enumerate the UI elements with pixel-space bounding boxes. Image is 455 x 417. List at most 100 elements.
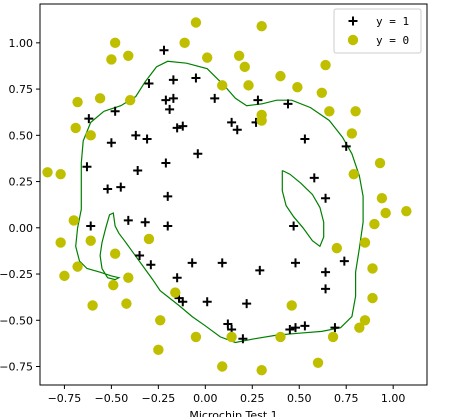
y-tick-label: 0.00: [9, 222, 34, 235]
point-y1: [217, 258, 227, 268]
y-tick-label: 0.50: [9, 129, 34, 142]
point-y0: [85, 235, 96, 246]
point-y0: [68, 215, 80, 226]
point-y0: [374, 157, 386, 169]
x-tick-label: −0.75: [48, 392, 82, 405]
point-y0: [292, 82, 303, 93]
y-tick-label: 1.00: [9, 37, 34, 50]
legend-label: y = 0: [376, 34, 409, 47]
point-y1: [86, 221, 96, 231]
plot-area-frame: [39, 3, 428, 386]
point-y0: [316, 87, 327, 98]
point-y0: [59, 270, 70, 282]
point-y1: [283, 99, 293, 109]
point-y0: [350, 106, 361, 117]
point-y1: [289, 221, 299, 231]
point-y0: [190, 17, 202, 28]
point-y1: [165, 104, 175, 114]
point-y0: [320, 59, 331, 71]
point-y1: [300, 134, 310, 144]
point-y0: [72, 96, 83, 108]
x-axis-label: Microchip Test 1: [189, 409, 277, 417]
point-y1: [172, 273, 182, 283]
point-y1: [123, 215, 133, 225]
point-y1: [285, 325, 295, 335]
point-y1: [290, 323, 300, 333]
point-y0: [94, 93, 106, 104]
point-y0: [354, 322, 365, 333]
point-y0: [55, 237, 66, 248]
y-tick-label: −0.25: [0, 268, 33, 281]
point-y1: [168, 93, 178, 103]
y-tick-label: −0.75: [0, 361, 33, 374]
point-y1: [300, 321, 310, 331]
point-y0: [275, 331, 286, 343]
point-y1: [142, 134, 152, 144]
y-tick-label: −0.50: [0, 314, 33, 327]
point-y1: [242, 299, 252, 309]
point-y1: [187, 258, 197, 268]
y-tick-label: 0.75: [9, 83, 34, 96]
point-y0: [359, 315, 371, 326]
x-tick-label: 0.00: [193, 392, 218, 405]
point-y1: [253, 95, 263, 105]
point-y1: [223, 319, 233, 329]
point-y0: [256, 20, 267, 32]
point-y1: [106, 138, 116, 148]
point-y1: [146, 260, 156, 270]
point-y1: [172, 123, 182, 133]
point-y0: [226, 331, 237, 343]
point-y0: [170, 287, 181, 298]
point-y1: [103, 184, 113, 194]
point-y1: [161, 158, 171, 168]
point-y0: [327, 331, 339, 343]
point-y0: [106, 54, 117, 65]
point-y0: [256, 115, 267, 126]
legend: y = 1 y = 0: [333, 8, 422, 54]
point-y1: [238, 334, 248, 344]
point-y0: [217, 361, 228, 372]
x-tick-label: 1.00: [381, 392, 406, 405]
decision-boundary-layer: [75, 60, 364, 344]
point-y1: [161, 95, 171, 105]
point-y0: [87, 300, 98, 311]
point-y1: [330, 323, 340, 333]
decision-boundary-inner: [281, 169, 325, 248]
x-tick-label: 0.50: [287, 392, 312, 405]
point-y1: [321, 193, 331, 203]
point-y0: [380, 207, 391, 219]
point-y0: [143, 233, 155, 245]
point-y0: [275, 70, 286, 82]
point-y0: [217, 80, 228, 91]
point-y1: [255, 265, 265, 275]
point-y0: [331, 242, 343, 254]
x-axis: −0.75 −0.50 −0.25 0.00 0.25 0.50 0.75 1.00: [48, 385, 406, 405]
point-y1: [82, 162, 92, 172]
point-y1: [116, 182, 126, 192]
point-y1: [290, 258, 300, 268]
point-y0: [201, 52, 213, 63]
point-y1: [135, 251, 145, 261]
point-y1: [232, 125, 242, 135]
point-y1: [191, 73, 201, 83]
point-y1: [140, 217, 150, 227]
point-y1: [133, 165, 143, 175]
point-y0: [369, 218, 380, 230]
point-y1: [178, 297, 188, 307]
point-y0: [108, 279, 119, 291]
point-y1: [131, 130, 141, 140]
point-y0: [233, 50, 245, 61]
y-axis: 1.00 0.75 0.50 0.25 0.00 −0.25 −0.50 −0.75: [0, 37, 40, 374]
point-y0: [124, 94, 136, 106]
point-y1: [193, 149, 203, 159]
point-y0: [401, 205, 412, 217]
point-y0: [70, 122, 81, 134]
decision-boundary-outer: [75, 60, 364, 344]
point-y0: [190, 331, 202, 343]
point-y0: [359, 237, 371, 248]
point-y0: [346, 128, 358, 139]
point-y0: [367, 292, 378, 304]
point-y0: [324, 106, 335, 117]
point-y0: [155, 315, 166, 326]
point-y1: [163, 221, 173, 231]
